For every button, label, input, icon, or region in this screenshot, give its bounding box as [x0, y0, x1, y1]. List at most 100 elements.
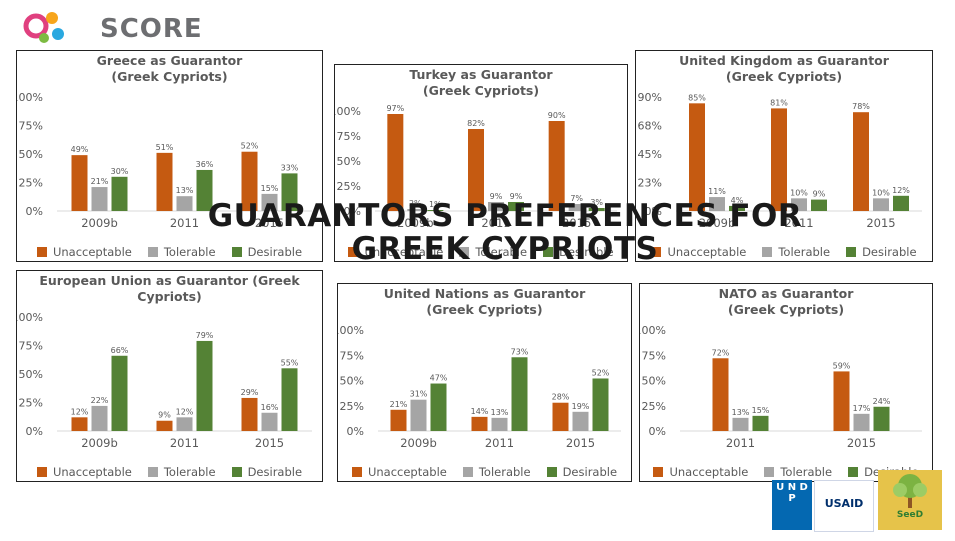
x-tick-label: 2015: [255, 216, 284, 230]
undp-logo: U N D P: [772, 480, 812, 530]
x-tick-label: 2011: [485, 436, 514, 450]
chart-plot: 0% 25% 50% 75% 100% 72% 13%15% 2011 59% 17%24% 201…: [640, 324, 922, 450]
data-label: 29%: [241, 388, 259, 397]
data-label: 9%: [490, 192, 503, 201]
data-label: 33%: [281, 163, 299, 172]
legend-swatch: [462, 467, 473, 477]
y-tick-label: 75%: [340, 349, 364, 362]
data-label: 31%: [410, 390, 428, 399]
bar-tolerable: [491, 417, 508, 431]
y-tick-label: 90%: [638, 91, 662, 104]
bar-desirable: [729, 205, 745, 211]
legend-item: Unacceptable: [36, 465, 132, 479]
bar-unacceptable: [71, 155, 88, 211]
chart-title: Turkey as Guarantor (Greek Cypriots): [409, 67, 553, 98]
legend-item: Tolerable: [762, 245, 830, 259]
bar-tolerable: [488, 202, 504, 211]
legend-item: Unacceptable: [651, 245, 746, 259]
chart-nato: NATO as Guarantor (Greek Cypriots) 0% 25%…: [639, 283, 933, 482]
y-tick-label: 25%: [337, 180, 361, 193]
bar-desirable: [592, 378, 609, 431]
bar-unacceptable: [71, 417, 88, 431]
legend-item: Desirable: [546, 465, 618, 479]
y-tick-label: 100%: [17, 91, 43, 104]
chart-plot: 0% 25% 50% 75% 100% 49% 21%30% 2009b 51% 13% 36% 20…: [17, 91, 312, 230]
data-label: 10%: [872, 188, 890, 197]
data-label: 12%: [71, 407, 89, 416]
data-label: 47%: [430, 374, 448, 383]
legend-item: Desirable: [846, 245, 917, 259]
data-label: 21%: [390, 400, 408, 409]
data-label: 9%: [813, 190, 826, 199]
bar-unacceptable: [387, 114, 404, 211]
bar-tolerable: [261, 412, 278, 431]
y-tick-label: 75%: [642, 349, 666, 362]
y-tick-label: 100%: [640, 324, 666, 337]
chart-legend: Unacceptable Tolerable Desirable: [335, 245, 627, 259]
legend-label: Tolerable: [780, 465, 833, 479]
y-tick-label: 100%: [335, 105, 361, 118]
legend-swatch: [231, 247, 242, 257]
x-tick-label: 2009b: [699, 216, 736, 230]
legend-label: Unacceptable: [669, 465, 749, 479]
bar-unacceptable: [390, 409, 407, 431]
y-tick-label: 0%: [26, 425, 43, 438]
legend-item: Unacceptable: [36, 245, 132, 259]
x-tick-label: 2009b: [81, 216, 118, 230]
bar-desirable: [752, 415, 769, 431]
data-label: 66%: [111, 346, 129, 355]
y-tick-label: 50%: [19, 148, 43, 161]
legend-item: Unacceptable: [348, 245, 443, 259]
bar-desirable: [588, 208, 605, 211]
tree-icon: [893, 474, 927, 508]
bar-tolerable: [709, 197, 725, 211]
usaid-logo: USAID: [814, 480, 874, 532]
y-tick-label: 75%: [19, 340, 43, 353]
legend-item: Desirable: [231, 245, 302, 259]
legend-label: Desirable: [862, 245, 917, 259]
y-tick-label: 75%: [19, 120, 43, 133]
y-tick-label: 45%: [638, 148, 662, 161]
bar-unacceptable: [548, 121, 565, 211]
chart-greece: Greece as Guarantor (Greek Cypriots) 0% 2…: [16, 50, 323, 262]
bar-unacceptable: [853, 112, 869, 211]
y-tick-label: 25%: [642, 400, 666, 413]
chart-plot: 0%25%50%75%100%12%22%66%2009b9%12%79%201…: [17, 311, 312, 450]
x-tick-label: 2015: [562, 216, 591, 230]
seed-logo: SeeD: [878, 470, 942, 530]
data-label: 22%: [91, 396, 109, 405]
legend-label: Tolerable: [778, 245, 831, 259]
data-label: 79%: [196, 331, 214, 340]
legend-item: Unacceptable: [653, 465, 748, 479]
bar-desirable: [811, 199, 827, 211]
bar-unacceptable: [771, 108, 787, 211]
legend-item: Tolerable: [462, 465, 531, 479]
legend-label: Unacceptable: [52, 465, 132, 479]
chart-legend: Unacceptable Tolerable Desirable: [636, 245, 932, 259]
legend-swatch: [546, 467, 557, 477]
bar-desirable: [873, 406, 890, 431]
y-tick-label: 25%: [340, 400, 364, 413]
data-label: 19%: [572, 402, 590, 411]
bar-unacceptable: [241, 397, 258, 431]
bar-tolerable: [791, 198, 807, 211]
legend-swatch: [459, 247, 470, 257]
chart-legend: Unacceptable Tolerable Desirable: [338, 465, 631, 479]
legend-swatch: [231, 467, 242, 477]
data-label: 97%: [386, 104, 404, 113]
data-label: 9%: [158, 411, 171, 420]
legend-swatch: [543, 247, 554, 257]
x-tick-label: 2015: [255, 436, 284, 450]
bar-unacceptable: [833, 371, 850, 431]
y-tick-label: 50%: [340, 375, 364, 388]
legend-label: Tolerable: [163, 245, 216, 259]
bar-tolerable: [261, 193, 278, 211]
legend-label: Desirable: [562, 465, 618, 479]
y-tick-label: 23%: [638, 177, 662, 190]
data-label: 11%: [708, 187, 726, 196]
x-tick-label: 2015: [566, 436, 595, 450]
bar-unacceptable: [712, 358, 729, 431]
data-label: 9%: [510, 192, 523, 201]
chart-plot: 0% 25% 50% 75% 100% 97% 2% 1% 2009b 82% 9% 9% 2011 90…: [335, 104, 617, 230]
x-tick-label: 2011: [170, 436, 199, 450]
